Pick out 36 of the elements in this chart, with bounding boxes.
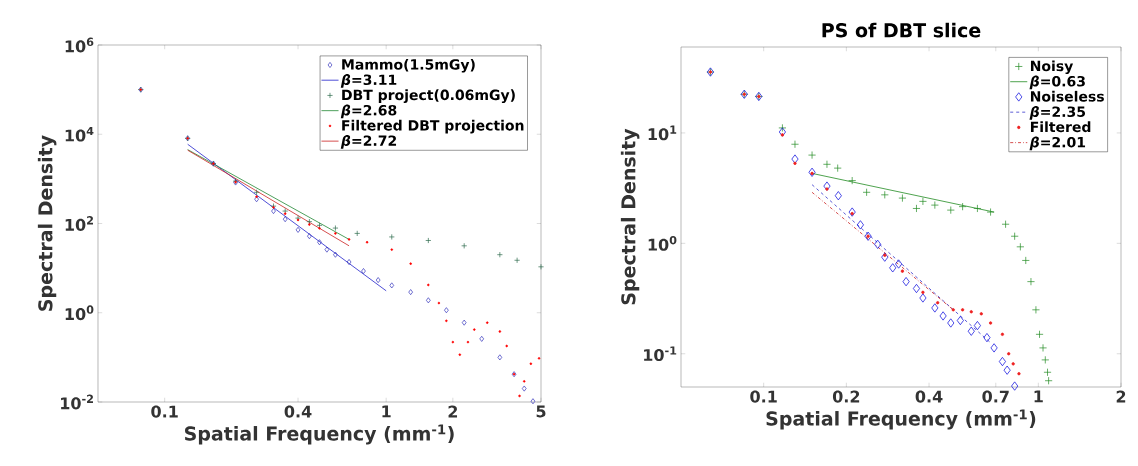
legend-label: β=0.63 — [1029, 75, 1085, 90]
legend-label: Noiseless — [1030, 90, 1104, 102]
x-tick-label: 2 — [1116, 390, 1126, 403]
x-tick-label: 0.2 — [832, 390, 860, 403]
y-tick-label: 10$^{-1}$ — [644, 346, 677, 362]
y-tick-label: 10$^{6}$ — [65, 37, 94, 53]
chart-title: PS of DBT slice — [822, 22, 981, 38]
x-tick-label: 0.7 — [982, 390, 1009, 403]
y-axis-title: Spectral Density — [37, 135, 57, 311]
x-axis-title: Spatial Frequency (mm$^{-1}$) — [766, 409, 1036, 430]
x-tick-label: 2 — [448, 405, 458, 418]
x-axis-title: Spatial Frequency (mm$^{-1}$) — [185, 424, 454, 445]
y-tick-label: 10$^{4}$ — [65, 126, 94, 142]
y-axis-title: Spectral Density — [620, 128, 640, 305]
legend-label: Mammo(1.5mGy) — [342, 58, 475, 73]
legend-label: DBT project(0.06mGy) — [342, 89, 515, 104]
x-tick-label: 1 — [382, 405, 391, 418]
x-tick-label: 5 — [536, 405, 546, 418]
y-tick-label: 10$^{2}$ — [65, 216, 93, 231]
legend-label: Noisy — [1030, 60, 1074, 75]
legend-label: β=3.11 — [340, 74, 397, 88]
x-tick-label: 0.4 — [915, 390, 943, 403]
y-tick-label: 10$^{-2}$ — [61, 394, 93, 410]
legend-label: β=2.72 — [340, 134, 397, 149]
legend-label: β=2.68 — [340, 104, 397, 119]
legend-label: Filtered DBT projection — [342, 119, 524, 134]
y-tick-label: 10$^{1}$ — [648, 125, 677, 141]
y-tick-label: 10$^{0}$ — [648, 235, 677, 251]
y-tick-label: 10$^{0}$ — [65, 305, 94, 321]
x-tick-label: 0.1 — [750, 390, 777, 403]
x-tick-label: 1 — [1034, 390, 1043, 403]
legend-label: β=2.35 — [1029, 105, 1086, 120]
legend-label: Filtered — [1030, 121, 1091, 133]
x-tick-label: 0.4 — [284, 405, 312, 418]
x-tick-label: 0.1 — [151, 405, 178, 418]
legend-label: β=2.01 — [1029, 136, 1086, 151]
